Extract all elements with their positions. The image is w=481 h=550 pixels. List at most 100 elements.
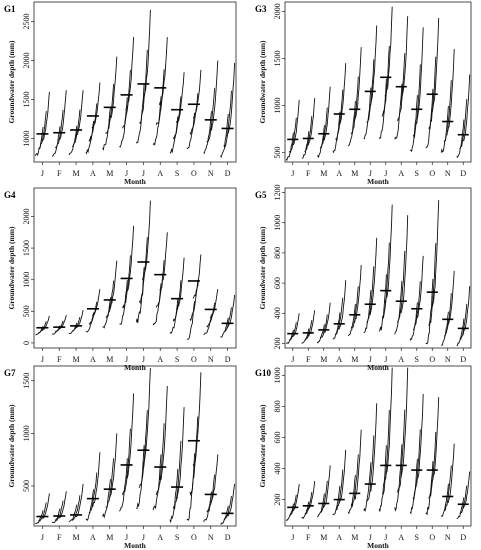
depth-trace bbox=[369, 25, 378, 106]
depth-trace bbox=[108, 260, 118, 309]
x-tick-label: M bbox=[73, 355, 80, 364]
depth-trace bbox=[378, 78, 387, 140]
depth-trace bbox=[209, 454, 219, 503]
depth-trace bbox=[119, 97, 128, 148]
y-tick-label: 400 bbox=[273, 307, 282, 319]
depth-trace bbox=[459, 485, 468, 514]
panel-g5: G5 200 400 600 800 1000 1200 Groundwater depth … bbox=[255, 185, 472, 372]
x-tick-label: J bbox=[142, 533, 145, 542]
depth-trace bbox=[338, 63, 347, 126]
x-tick-label: M bbox=[320, 169, 327, 178]
y-axis-label: Groundwater depth (mm) bbox=[258, 40, 267, 124]
x-tick-label: M bbox=[73, 169, 80, 178]
y-tick-label: 2000 bbox=[273, 3, 282, 19]
depth-trace bbox=[425, 88, 434, 149]
x-tick-label: D bbox=[225, 355, 231, 364]
depth-trace bbox=[335, 297, 344, 335]
depth-trace bbox=[125, 225, 135, 294]
depth-trace bbox=[189, 93, 199, 136]
depth-trace bbox=[332, 111, 341, 154]
depth-trace bbox=[425, 278, 434, 345]
y-tick-label: 500 bbox=[22, 305, 31, 317]
x-tick-label: O bbox=[191, 169, 197, 178]
depth-trace bbox=[125, 37, 135, 111]
x-axis-label: Month bbox=[367, 541, 389, 550]
x-tick-label: M bbox=[106, 169, 113, 178]
x-tick-label: S bbox=[175, 533, 179, 542]
depth-trace bbox=[85, 120, 95, 155]
depth-trace bbox=[394, 444, 403, 512]
depth-trace bbox=[158, 37, 168, 106]
depth-trace bbox=[105, 458, 115, 508]
depth-trace bbox=[347, 100, 356, 147]
depth-trace bbox=[347, 303, 356, 337]
depth-trace bbox=[301, 131, 310, 159]
depth-trace bbox=[85, 312, 95, 333]
y-tick-label: 600 bbox=[273, 431, 282, 443]
depth-trace bbox=[138, 410, 148, 488]
plot-frame bbox=[284, 365, 472, 527]
depth-trace bbox=[192, 254, 202, 299]
depth-trace bbox=[74, 90, 84, 140]
depth-trace bbox=[209, 60, 219, 131]
depth-trace bbox=[384, 367, 393, 479]
x-tick-label: A bbox=[90, 355, 96, 364]
depth-trace bbox=[366, 435, 375, 502]
depth-trace bbox=[54, 109, 64, 149]
x-tick-label: M bbox=[73, 533, 80, 542]
depth-trace bbox=[415, 27, 424, 124]
depth-trace bbox=[226, 483, 236, 517]
y-tick-label: 2500 bbox=[22, 14, 31, 30]
y-tick-label: 400 bbox=[273, 463, 282, 475]
plot-frame bbox=[284, 1, 472, 163]
depth-trace bbox=[186, 453, 196, 521]
depth-trace bbox=[456, 497, 465, 520]
depth-trace bbox=[353, 264, 362, 324]
x-tick-label: A bbox=[398, 355, 404, 364]
depth-trace bbox=[105, 280, 115, 319]
depth-trace bbox=[169, 299, 179, 334]
x-tick-label: J bbox=[384, 355, 387, 364]
depth-trace bbox=[381, 45, 390, 117]
depth-trace bbox=[409, 95, 418, 153]
x-tick-label: J bbox=[291, 533, 294, 542]
depth-trace bbox=[285, 132, 294, 162]
depth-trace bbox=[307, 480, 316, 511]
depth-trace bbox=[155, 423, 165, 496]
depth-trace bbox=[381, 242, 390, 320]
depth-trace bbox=[142, 200, 151, 281]
y-tick-label: 800 bbox=[273, 400, 282, 412]
x-tick-label: J bbox=[142, 169, 145, 178]
plot-frame bbox=[33, 365, 237, 527]
x-tick-label: J bbox=[369, 355, 372, 364]
depth-trace bbox=[152, 96, 162, 146]
depth-trace bbox=[397, 250, 406, 323]
depth-trace bbox=[158, 385, 168, 481]
y-tick-label: 2000 bbox=[22, 208, 31, 224]
depth-trace bbox=[172, 440, 182, 510]
x-tick-label: D bbox=[460, 169, 466, 178]
x-tick-label: A bbox=[157, 169, 163, 178]
plot-frame bbox=[284, 187, 472, 349]
plot-frame bbox=[33, 187, 237, 349]
y-axis-label: Groundwater depth (mm) bbox=[7, 404, 16, 488]
depth-trace bbox=[353, 47, 362, 121]
x-tick-label: D bbox=[225, 169, 231, 178]
plot-frame bbox=[33, 1, 237, 163]
x-axis-label: Month bbox=[367, 177, 389, 186]
y-axis-label: Groundwater depth (mm) bbox=[7, 40, 16, 124]
depth-trace bbox=[332, 485, 341, 516]
x-tick-label: N bbox=[208, 533, 214, 542]
panel-title: G5 bbox=[255, 190, 267, 200]
depth-trace bbox=[206, 474, 216, 513]
y-tick-label: 1500 bbox=[273, 50, 282, 66]
depth-trace bbox=[192, 69, 202, 119]
depth-trace bbox=[41, 91, 50, 142]
depth-trace bbox=[155, 260, 165, 308]
y-tick-label: 1500 bbox=[22, 240, 31, 256]
depth-trace bbox=[307, 97, 316, 146]
depth-trace bbox=[142, 368, 151, 468]
depth-trace bbox=[431, 17, 440, 113]
x-tick-label: S bbox=[415, 533, 419, 542]
